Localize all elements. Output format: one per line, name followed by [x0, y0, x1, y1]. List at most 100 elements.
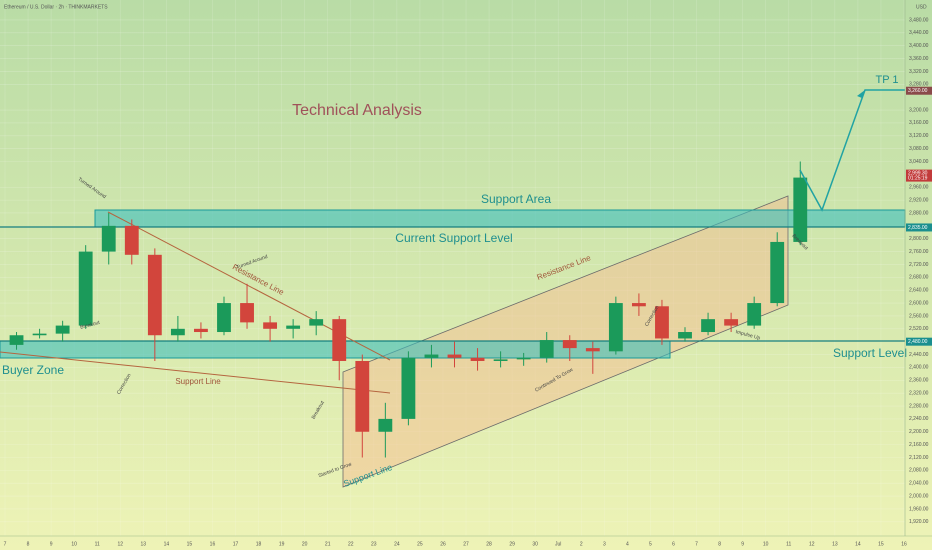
x-tick-label: 6 [672, 541, 675, 547]
candle-body [631, 303, 646, 307]
x-tick-label: 11 [95, 541, 100, 547]
x-tick-label: 15 [878, 541, 884, 547]
candle-body [470, 357, 485, 361]
y-tick-label: 2,360.00 [909, 378, 929, 384]
price-tag-label: 2,480.00 [908, 339, 928, 345]
candle-body [585, 348, 600, 352]
candle-body [747, 303, 762, 326]
candle-body [655, 306, 669, 339]
x-tick-label: 10 [763, 541, 769, 547]
y-tick-label: 3,040.00 [909, 159, 929, 165]
x-tick-label: 7 [695, 541, 698, 547]
candle-body [608, 303, 623, 352]
y-tick-label: 2,600.00 [909, 300, 929, 306]
y-tick-label: 2,320.00 [909, 390, 929, 396]
candle-body [701, 319, 715, 333]
x-tick-label: 15 [187, 541, 193, 547]
candle-body [724, 319, 739, 326]
x-tick-label: 8 [718, 541, 721, 547]
x-tick-label: 13 [832, 541, 838, 547]
y-tick-label: 2,120.00 [909, 455, 929, 461]
price-tag-label: 2,835.00 [908, 225, 928, 231]
x-tick-label: 9 [50, 541, 53, 547]
support-area [94, 209, 906, 228]
x-tick-label: 21 [325, 541, 331, 547]
candles [9, 161, 808, 458]
x-tick-label: 7 [4, 541, 7, 547]
y-tick-label: 3,160.00 [909, 120, 929, 126]
candle-body [562, 340, 577, 349]
y-tick-label: 3,200.00 [909, 107, 929, 113]
x-tick-label: 22 [348, 541, 354, 547]
zone-label: Support Area [481, 192, 551, 206]
candle-body [332, 319, 347, 361]
tp-label: TP 1 [875, 74, 898, 86]
arrow-head [857, 90, 865, 98]
y-tick-label: 2,920.00 [909, 197, 929, 203]
x-tick-label: 18 [256, 541, 262, 547]
candle-body [516, 357, 531, 360]
level-label: Support Level [833, 346, 907, 360]
candle-body [55, 325, 70, 334]
y-tick-label: 2,280.00 [909, 403, 929, 409]
candle-body [240, 303, 254, 323]
x-tick-label: 23 [371, 541, 377, 547]
candle-body [78, 251, 93, 326]
x-tick-label: 14 [164, 541, 170, 547]
price-tag [906, 86, 932, 95]
x-tick-label: 28 [486, 541, 492, 547]
candle-body [355, 360, 370, 432]
candle-body [309, 319, 324, 326]
x-tick-label: 20 [302, 541, 308, 547]
y-tick-label: 3,320.00 [909, 69, 929, 75]
x-tick-label: 26 [440, 541, 446, 547]
x-tick-label: 17 [233, 541, 239, 547]
y-tick-label: 2,560.00 [909, 313, 929, 319]
y-tick-label: 3,120.00 [909, 133, 929, 139]
y-tick-label: 2,800.00 [909, 236, 929, 242]
last-price-tag [906, 169, 932, 182]
y-tick-label: 2,680.00 [909, 275, 929, 281]
x-tick-label: 24 [394, 541, 400, 547]
x-tick-label: 11 [786, 541, 791, 547]
x-tick-label: 12 [117, 541, 123, 547]
candle-body [678, 332, 692, 339]
x-tick-label: 3 [603, 541, 606, 547]
candle-body [447, 354, 462, 358]
x-tick-label: 5 [649, 541, 652, 547]
y-tick-label: 2,200.00 [909, 429, 929, 435]
target-path [799, 89, 905, 212]
y-tick-label: 2,240.00 [909, 416, 929, 422]
candle-body [424, 354, 439, 358]
y-tick-label: 2,000.00 [909, 493, 929, 499]
y-tick-label: 2,720.00 [909, 262, 929, 268]
x-tick-label: Jul [555, 541, 561, 547]
candle-body [194, 328, 208, 333]
x-tick-label: 13 [141, 541, 147, 547]
price-tag [906, 337, 932, 346]
last-price-label: 2,999.30 [908, 170, 928, 176]
chart-title: Technical Analysis [292, 102, 422, 119]
candle-body [493, 359, 508, 361]
x-tick-label: 30 [532, 541, 538, 547]
candle-body [539, 340, 554, 358]
candle-body [124, 225, 139, 255]
x-tick-label: 14 [855, 541, 861, 547]
candle-body [9, 335, 24, 345]
x-tick-label: 16 [901, 541, 907, 547]
line-label: Support Line [175, 377, 221, 386]
x-tick-label: 10 [71, 541, 77, 547]
x-tick-label: 2 [580, 541, 583, 547]
axes: 1,920.00 1,960.00 2,000.00 2,040.00 2,080.00… [4, 17, 932, 547]
note: Breakout [80, 320, 101, 331]
candle-body [217, 303, 231, 333]
y-tick-label: 2,160.00 [909, 442, 929, 448]
candle-body [378, 418, 393, 432]
currency: USD [916, 4, 927, 10]
candle-body [770, 241, 785, 304]
y-tick-label: 3,480.00 [909, 17, 929, 23]
x-tick-label: 12 [809, 541, 815, 547]
level-label: Current Support Level [395, 231, 512, 245]
